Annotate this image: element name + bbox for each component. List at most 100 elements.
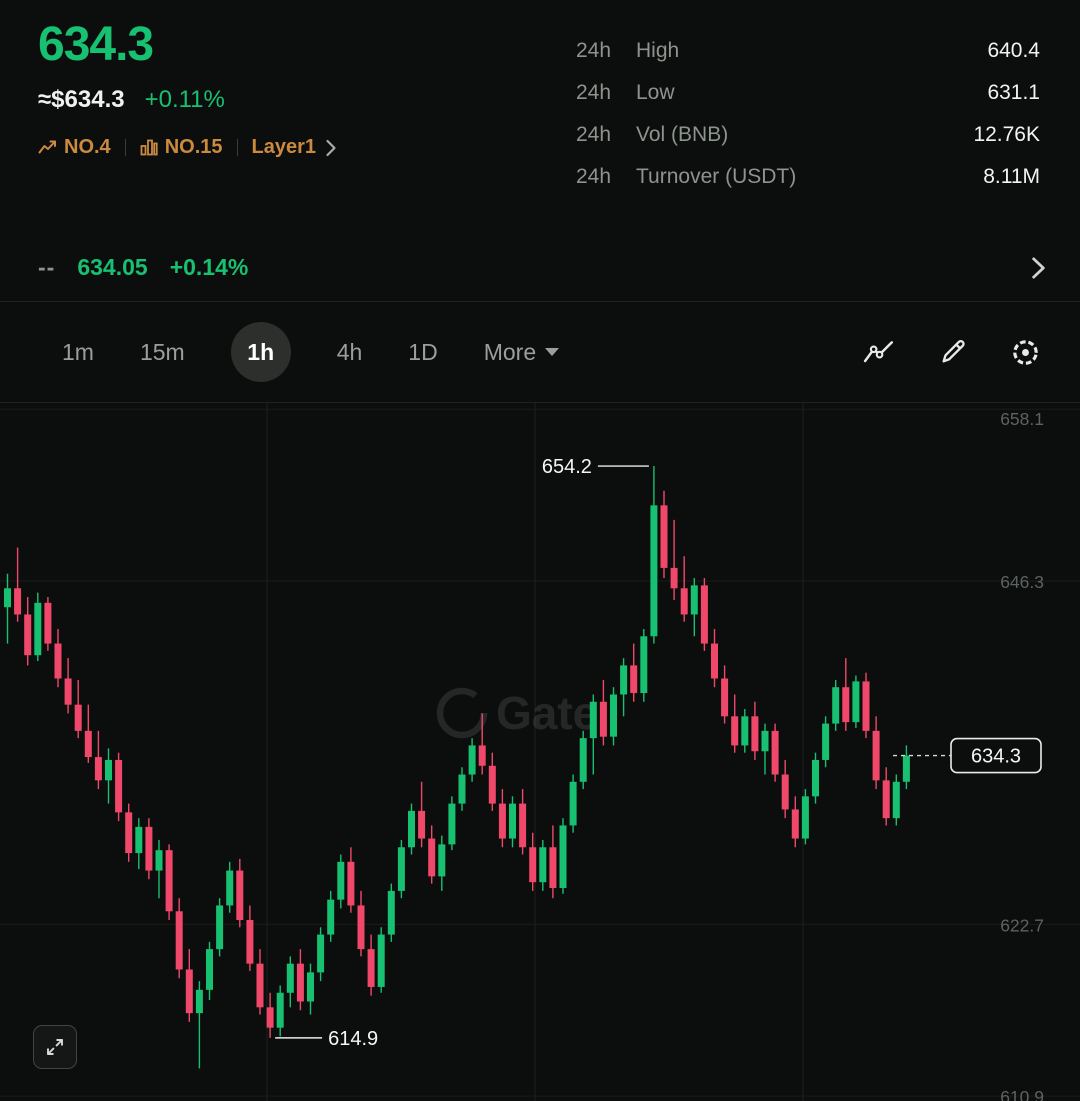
candle-body [498,803,506,839]
price-block: 634.3 ≈$634.3 +0.11% NO.4 [38,19,337,198]
candle-body [539,847,547,883]
rank-no15[interactable]: NO.15 [140,136,223,159]
candle-body [44,602,52,644]
line-chart-icon [38,139,57,156]
sector-layer1[interactable]: Layer1 [252,136,338,159]
candle-body [852,681,860,723]
candle-body [408,810,415,848]
interval-tabs: 1m 15m 1h 4h 1D More [62,322,560,382]
candle-body [832,687,840,724]
candle-body [761,730,769,752]
candle-body [812,759,819,797]
expand-arrows-icon [47,1039,63,1055]
ticker-header: 634.3 ≈$634.3 +0.11% NO.4 [0,0,1080,302]
draw-pencil-icon[interactable] [939,338,967,366]
candle-body [650,505,658,637]
rank-row: NO.4 NO.15 Layer1 [38,136,337,159]
candle-body [428,838,436,877]
divider [124,139,126,157]
watermark-text: Gate [496,687,598,739]
candle-body [296,963,304,1002]
high-annotation-label: 654.2 [542,456,592,478]
settings-gear-icon[interactable] [1011,338,1040,367]
interval-1h[interactable]: 1h [230,322,291,382]
candle-body [246,920,254,964]
candle-body [741,716,749,746]
y-axis-label: 658.1 [1000,409,1044,429]
candle-body [185,969,193,1014]
candle-body [367,949,375,987]
caret-down-icon [545,348,560,356]
candle-body [155,850,163,871]
candle-body [115,759,123,813]
candle-body [14,588,22,615]
stat-row-turnover: 24h Turnover (USDT) 8.11M [576,156,1040,198]
stat-period: 24h [576,81,612,104]
interval-15m[interactable]: 15m [139,338,185,365]
indicators-icon[interactable] [863,339,895,366]
candle-body [610,694,617,737]
more-intervals-button[interactable]: More [483,338,560,366]
related-change: +0.14% [169,254,249,280]
candle-body [509,803,516,839]
stat-row-high: 24h High 640.4 [576,30,1040,72]
candle-body [529,847,537,883]
chart-canvas[interactable]: Gate 658.1 646.3 622.7 610.9 654.2 614.9 634.3 [0,403,1080,1101]
candle-body [94,757,102,781]
bar-chart-icon [140,139,158,156]
interval-1d[interactable]: 1D [408,338,438,365]
candle-body [620,665,628,695]
candle-body [357,905,365,950]
candle-body [731,716,739,746]
candle-body [589,701,597,739]
related-price: 634.05 [77,254,148,280]
candle-body [4,588,11,608]
y-axis-label: 622.7 [1000,915,1044,935]
rank-no4[interactable]: NO.4 [38,136,111,159]
fullscreen-button[interactable] [33,1025,77,1069]
candle-body [377,934,385,987]
candle-body [781,774,789,810]
stat-row-low: 24h Low 631.1 [576,72,1040,114]
chevron-right-icon[interactable] [1031,256,1046,280]
candle-body [458,774,466,804]
candlestick-chart[interactable]: Gate 658.1 646.3 622.7 610.9 654.2 614.9 634.3 [0,403,1080,1101]
candle-body [135,826,143,854]
candle-body [640,636,648,694]
candle-body [711,643,718,679]
candle-body [751,716,759,752]
candle-body [468,745,476,775]
interval-1m[interactable]: 1m [62,338,94,365]
current-price-tag [950,737,1042,774]
candle-body [690,585,698,615]
candle-body [64,678,72,705]
candle-body [478,745,486,766]
chart-toolbar: 1m 15m 1h 4h 1D More [0,302,1080,403]
candle-body [54,643,62,679]
related-market-row[interactable]: -- 634.05 +0.14% [38,254,1046,281]
candle-body [317,934,325,973]
candle-body [337,861,345,900]
more-label: More [483,338,537,365]
candle-body [842,687,850,723]
candle-body [24,614,32,656]
candle-body [34,602,42,656]
candle-body [175,911,183,970]
candle-body [216,905,224,950]
chevron-right-icon [325,139,337,157]
stat-value: 8.11M [983,165,1040,188]
candle-body [448,803,456,845]
candle-body [579,738,587,782]
rank-label: NO.15 [164,136,223,159]
candle-body [307,972,314,1002]
candle-body [276,992,284,1028]
candle-body [822,723,830,760]
candle-body [559,825,567,889]
candle-body [438,844,446,877]
candle-body [569,781,577,826]
rank-label: NO.4 [64,136,111,159]
candle-body [902,755,910,782]
candle-body [872,730,880,781]
interval-4h[interactable]: 4h [336,338,363,365]
